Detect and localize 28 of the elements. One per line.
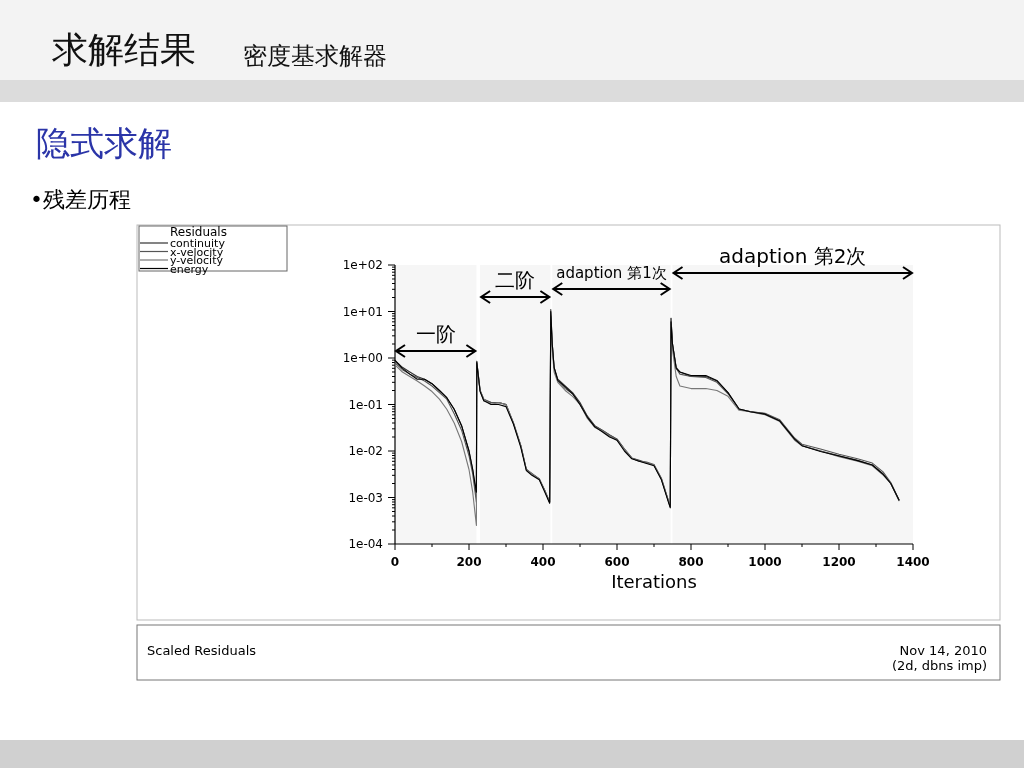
y-tick-label: 1e+02 <box>342 258 383 272</box>
band-label: 二阶 <box>495 268 536 292</box>
y-tick-label: 1e-01 <box>348 397 383 412</box>
y-tick-label: 1e-03 <box>348 490 383 505</box>
x-tick-label: 1000 <box>748 555 782 569</box>
text: •残差历程 <box>30 187 131 212</box>
y-tick-label: 1e-02 <box>348 444 383 458</box>
text: Scaled Residuals <box>147 643 257 658</box>
x-tick-label: 200 <box>456 555 482 569</box>
text: Nov 14, 2010 <box>899 643 987 658</box>
band-label: adaption 第1次 <box>556 264 667 282</box>
legend-title: Residuals <box>170 225 227 239</box>
x-axis-title: Iterations <box>611 571 697 592</box>
y-tick-label: 1e-04 <box>348 537 383 551</box>
band-label: 一阶 <box>415 322 456 346</box>
x-tick-label: 400 <box>530 555 556 569</box>
x-tick-label: 0 <box>390 555 400 569</box>
x-tick-label: 600 <box>604 555 630 569</box>
chart-subtitle: 密度基求解器 <box>243 42 387 70</box>
x-tick-label: 1400 <box>896 555 930 569</box>
text: 隐式求解 <box>36 123 172 163</box>
band-label: adaption 第2次 <box>719 244 867 268</box>
text: (2d, dbns imp) <box>891 658 987 673</box>
y-tick-label: 1e+00 <box>342 351 383 365</box>
x-tick-label: 1200 <box>822 555 856 569</box>
x-tick-label: 800 <box>678 555 704 569</box>
y-tick-label: 1e+01 <box>342 304 383 319</box>
chart-title: 求解结果 <box>52 29 196 70</box>
